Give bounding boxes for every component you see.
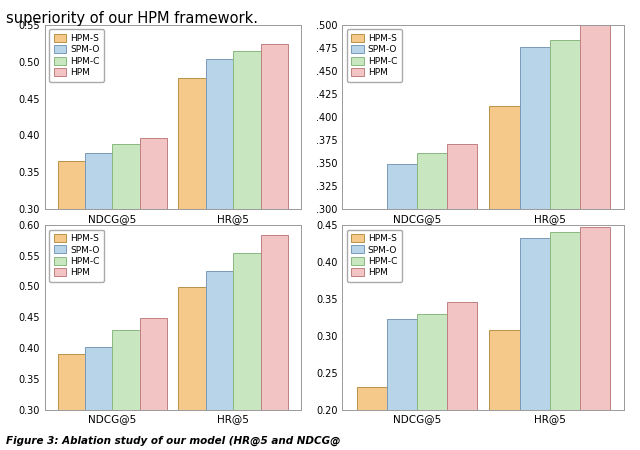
Bar xyxy=(356,387,387,410)
Bar xyxy=(490,330,520,410)
Bar xyxy=(206,58,233,209)
Text: superiority of our HPM framework.: superiority of our HPM framework. xyxy=(6,11,259,26)
Bar xyxy=(417,314,447,410)
Bar xyxy=(85,347,113,410)
Bar xyxy=(233,252,260,410)
Bar xyxy=(520,47,550,209)
Legend: HPM-S, SPM-O, HPM-C, HPM: HPM-S, SPM-O, HPM-C, HPM xyxy=(347,230,401,282)
Bar xyxy=(58,161,85,209)
Bar xyxy=(58,354,85,410)
Bar xyxy=(447,302,477,410)
Bar xyxy=(580,25,610,209)
Bar xyxy=(85,153,113,209)
Bar xyxy=(387,320,417,410)
Bar xyxy=(520,238,550,410)
Bar xyxy=(260,44,288,209)
Legend: HPM-S, SPM-O, HPM-C, HPM: HPM-S, SPM-O, HPM-C, HPM xyxy=(347,29,401,81)
Bar xyxy=(113,329,140,410)
Bar xyxy=(113,144,140,209)
Bar xyxy=(550,40,580,209)
Bar xyxy=(490,106,520,209)
Bar xyxy=(580,227,610,410)
Bar xyxy=(447,144,477,209)
Bar xyxy=(417,153,447,209)
Bar xyxy=(387,164,417,209)
Bar xyxy=(233,50,260,209)
Text: Figure 3: Ablation study of our model (HR@5 and NDCG@: Figure 3: Ablation study of our model (H… xyxy=(6,436,341,446)
Bar xyxy=(179,78,206,209)
Legend: HPM-S, SPM-O, HPM-C, HPM: HPM-S, SPM-O, HPM-C, HPM xyxy=(49,29,104,81)
Bar xyxy=(206,271,233,410)
Bar xyxy=(550,232,580,410)
Bar xyxy=(140,138,167,209)
Legend: HPM-S, SPM-O, HPM-C, HPM: HPM-S, SPM-O, HPM-C, HPM xyxy=(49,230,104,282)
Bar xyxy=(179,287,206,410)
Bar xyxy=(140,318,167,410)
Bar xyxy=(260,235,288,410)
